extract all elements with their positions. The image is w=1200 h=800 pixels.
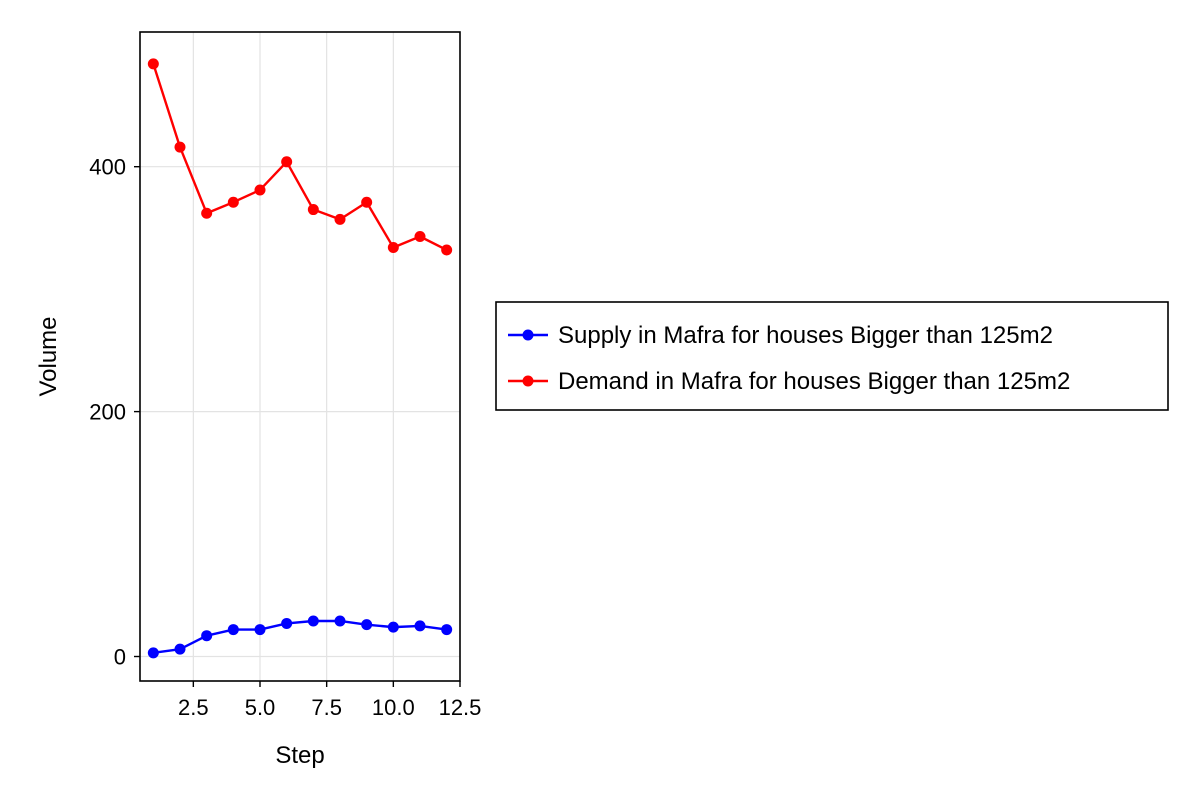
x-tick-label: 5.0 [245, 695, 276, 720]
data-point [441, 244, 453, 256]
data-point [334, 615, 346, 627]
data-point [254, 624, 266, 636]
legend-item: Supply in Mafra for houses Bigger than 1… [508, 322, 1053, 349]
data-point [281, 156, 293, 168]
series-line [152, 63, 448, 252]
data-point [201, 630, 213, 642]
grid [140, 32, 460, 681]
data-point [174, 643, 186, 655]
data-point [227, 624, 239, 636]
data-point [387, 621, 399, 633]
data-point [174, 141, 186, 153]
axis-ticks: 2.5 5.0 7.5 10.0 12.5 0 200 400 [89, 155, 481, 720]
x-tick-label: 2.5 [178, 695, 209, 720]
series-2 [147, 58, 453, 256]
series-line [153, 619, 447, 655]
x-tick-label: 10.0 [372, 695, 415, 720]
data-point [201, 207, 213, 219]
data-point [361, 619, 373, 631]
data-point [307, 615, 319, 627]
legend-box [495, 301, 1169, 411]
legend-item: Demand in Mafra for houses Bigger than 1… [508, 368, 1070, 395]
data-point [387, 242, 399, 254]
legend-label: Demand in Mafra for houses Bigger than 1… [558, 368, 1070, 395]
x-axis-title: Step [275, 742, 324, 769]
data-point [414, 230, 426, 242]
data-point [361, 196, 373, 208]
data-point [441, 624, 453, 636]
x-tick-label: 7.5 [311, 695, 342, 720]
plot-frame [139, 31, 461, 682]
y-axis-title: Volume [35, 316, 62, 396]
series-1 [147, 615, 453, 659]
legend-items: Supply in Mafra for houses Bigger than 1… [508, 322, 1070, 395]
data-point [147, 647, 159, 659]
legend-swatch-marker [522, 375, 534, 387]
data-point [334, 213, 346, 225]
data-point [414, 620, 426, 632]
data-point [281, 617, 293, 629]
data-point [147, 58, 159, 70]
legend-label: Supply in Mafra for houses Bigger than 1… [558, 322, 1053, 349]
legend-swatch-marker [522, 329, 534, 341]
data-point [307, 204, 319, 216]
y-tick-label: 0 [114, 645, 126, 670]
plot-series [147, 58, 453, 659]
data-point [227, 196, 239, 208]
legend: Supply in Mafra for houses Bigger than 1… [495, 301, 1169, 411]
y-tick-label: 400 [89, 155, 126, 180]
y-tick-label: 200 [89, 400, 126, 425]
x-tick-label: 12.5 [439, 695, 482, 720]
data-point [254, 184, 266, 196]
